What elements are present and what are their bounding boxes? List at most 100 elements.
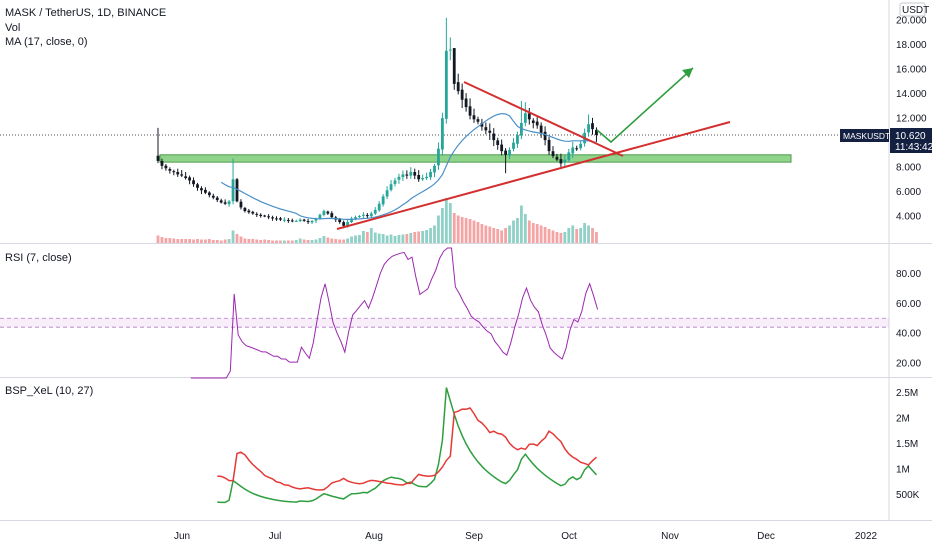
bsp-axis[interactable]: 500K 1M 1.5M 2M 2.5M: [896, 388, 920, 501]
volume-bar: [433, 225, 436, 243]
volume-bar: [255, 239, 259, 243]
candle-body: [484, 127, 488, 131]
volume-bar: [381, 234, 385, 243]
time-tick-label: Aug: [365, 531, 383, 542]
ma-legend[interactable]: MA (17, close, 0): [5, 36, 88, 48]
candle-body: [346, 222, 349, 226]
candle-body: [365, 215, 369, 217]
candle-body: [338, 219, 342, 223]
bsp-legend[interactable]: BSP_XeL (10, 27): [5, 385, 93, 397]
volume-bar: [365, 232, 369, 243]
volume-bar: [460, 217, 464, 243]
candle-body: [421, 178, 425, 180]
candle-body: [468, 106, 472, 116]
candle-body: [393, 180, 397, 184]
candle-body: [476, 119, 480, 122]
candle-body: [231, 179, 235, 202]
volume-bar: [346, 238, 349, 243]
volume-bar: [338, 239, 342, 243]
volume-bar: [448, 203, 452, 243]
volume-bar: [302, 239, 306, 243]
candle-body: [480, 123, 484, 127]
volume-bar: [223, 239, 227, 243]
time-tick-label: Jun: [174, 531, 190, 542]
candle-body: [204, 189, 207, 193]
axis-tick-label: 1M: [896, 465, 910, 476]
rsi-legend[interactable]: RSI (7, close): [5, 252, 72, 264]
volume-bar: [314, 239, 318, 243]
volume-bar: [286, 240, 290, 243]
candle-body: [472, 115, 476, 120]
candle-body: [211, 195, 215, 198]
axis-tick-label: 18.000: [896, 40, 927, 51]
bsp-green-line: [217, 387, 598, 504]
volume-bar: [200, 239, 203, 243]
volume-bar: [172, 238, 176, 243]
candle-body: [460, 89, 464, 100]
volume-bar: [488, 226, 492, 243]
candle-body: [354, 217, 357, 219]
candle-body: [223, 202, 227, 204]
candle-body: [235, 179, 239, 202]
currency-badge-box: [899, 2, 926, 17]
volume-bar: [417, 231, 421, 243]
candle-body: [397, 176, 401, 180]
volume-bar: [539, 225, 543, 243]
volume-bar: [520, 205, 523, 243]
symbol-tag: [840, 129, 889, 142]
volume-bar: [298, 238, 302, 243]
candle-body: [452, 48, 456, 84]
volume-bar: [188, 239, 191, 243]
candle-body: [358, 215, 361, 217]
volume-bar: [168, 238, 172, 243]
axis-tick-label: 14.000: [896, 89, 927, 100]
candle-body: [239, 201, 243, 208]
volume-bar: [591, 228, 594, 243]
volume-bar: [571, 225, 575, 243]
candle-body: [290, 220, 294, 222]
candle-body: [591, 123, 594, 130]
symbol-tag-label: MASKUSDT: [843, 131, 890, 141]
time-tick-label: Jul: [269, 531, 282, 542]
candle-body: [444, 50, 448, 119]
volume-bar: [547, 229, 551, 243]
candle-body: [512, 142, 515, 149]
volume-bar: [176, 239, 180, 243]
volume-bar: [239, 236, 243, 243]
volume-bar: [504, 228, 507, 243]
volume-bar: [405, 234, 409, 243]
time-axis[interactable]: Jun Jul Aug Sep Oct Nov Dec 2022: [174, 531, 878, 542]
volume-bar: [563, 232, 567, 243]
candle-body: [322, 211, 326, 215]
bsp-red-line: [217, 407, 597, 491]
volume-bar: [575, 229, 579, 243]
volume-bar: [429, 228, 432, 243]
candle-body: [362, 214, 365, 216]
candle-body: [464, 98, 468, 108]
volume-bar: [425, 230, 428, 243]
time-tick-label: Nov: [661, 531, 679, 542]
volume-bar: [555, 232, 559, 243]
volume-bar: [259, 240, 263, 243]
volume-bar: [290, 240, 294, 243]
volume-bar: [484, 225, 488, 243]
candle-body: [192, 180, 195, 185]
candle-body: [504, 150, 507, 155]
vol-legend[interactable]: Vol: [5, 22, 20, 34]
price-axis[interactable]: 4.0006.0008.00010.00012.00014.00016.0001…: [896, 16, 927, 223]
rsi-axis[interactable]: 20.00 40.00 60.00 80.00: [896, 269, 921, 370]
time-tick-label: 2022: [855, 531, 878, 542]
candle-body: [271, 217, 274, 219]
volume-bar: [559, 233, 563, 243]
symbol-title[interactable]: MASK / TetherUS, 1D, BINANCE: [5, 7, 166, 19]
volume-bar: [595, 232, 598, 243]
candle-body: [437, 148, 440, 166]
volume-bar: [512, 220, 515, 243]
candle-body: [539, 125, 543, 133]
volume-bar: [476, 222, 480, 243]
volume-bar: [516, 218, 519, 243]
axis-tick-label: 40.00: [896, 329, 921, 340]
volume-bar: [397, 235, 401, 243]
volume-bar: [583, 223, 586, 243]
candle-body: [294, 220, 298, 222]
